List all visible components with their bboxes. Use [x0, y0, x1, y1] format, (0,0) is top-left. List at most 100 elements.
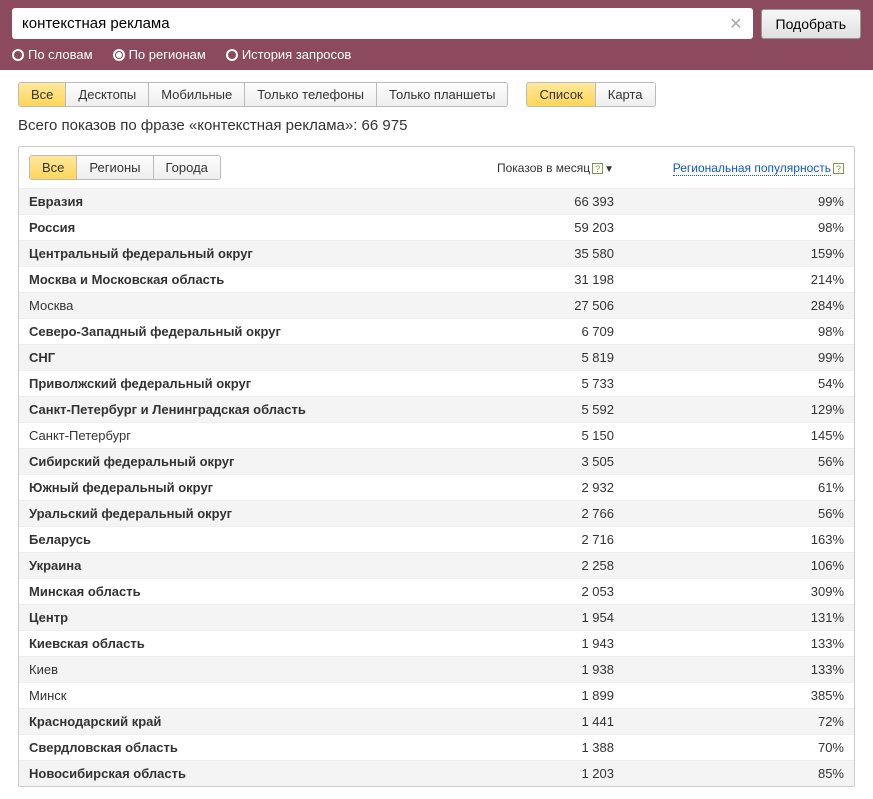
view-tab[interactable]: Список [527, 83, 595, 106]
device-tab[interactable]: Десктопы [66, 83, 149, 106]
impressions-cell: 2 766 [454, 506, 614, 521]
impressions-cell: 6 709 [454, 324, 614, 339]
region-cell: Уральский федеральный округ [29, 506, 454, 521]
column-header-impressions[interactable]: Показов в месяц?▼ [454, 161, 614, 175]
results-panel: ВсеРегионыГорода Показов в месяц?▼ Регио… [18, 146, 855, 787]
search-input-wrap: ✕ [12, 8, 753, 39]
popularity-cell: 106% [614, 558, 844, 573]
column-header-popularity[interactable]: Региональная популярность? [614, 161, 844, 175]
popularity-cell: 56% [614, 454, 844, 469]
radio-option[interactable]: История запросов [226, 47, 352, 62]
popularity-cell: 385% [614, 688, 844, 703]
submit-button[interactable]: Подобрать [761, 9, 862, 39]
popularity-cell: 131% [614, 610, 844, 625]
search-input[interactable] [12, 8, 719, 39]
table-row: Новосибирская область1 20385% [19, 760, 854, 786]
view-tabs: СписокКарта [526, 82, 655, 107]
table-row: Северо-Западный федеральный округ6 70998… [19, 318, 854, 344]
radio-icon [226, 49, 238, 61]
popularity-cell: 133% [614, 636, 844, 651]
device-tab[interactable]: Мобильные [149, 83, 245, 106]
radio-icon [12, 49, 24, 61]
impressions-cell: 1 899 [454, 688, 614, 703]
popularity-cell: 145% [614, 428, 844, 443]
region-cell: Сибирский федеральный округ [29, 454, 454, 469]
impressions-cell: 2 716 [454, 532, 614, 547]
impressions-cell: 35 580 [454, 246, 614, 261]
region-cell: Северо-Западный федеральный округ [29, 324, 454, 339]
region-cell: Киев [29, 662, 454, 677]
table-row: Москва27 506284% [19, 292, 854, 318]
table-row: Уральский федеральный округ2 76656% [19, 500, 854, 526]
table-row: СНГ5 81999% [19, 344, 854, 370]
table-row: Киевская область1 943133% [19, 630, 854, 656]
popularity-cell: 98% [614, 324, 844, 339]
region-cell: Евразия [29, 194, 454, 209]
impressions-cell: 1 954 [454, 610, 614, 625]
table-row: Минская область2 053309% [19, 578, 854, 604]
summary-text: Всего показов по фразе «контекстная рекл… [18, 117, 855, 134]
table-row: Минск1 899385% [19, 682, 854, 708]
radio-label: По регионам [129, 47, 206, 62]
region-cell: Санкт-Петербург [29, 428, 454, 443]
region-cell: Южный федеральный округ [29, 480, 454, 495]
impressions-cell: 1 938 [454, 662, 614, 677]
table-row: Южный федеральный округ2 93261% [19, 474, 854, 500]
impressions-cell: 27 506 [454, 298, 614, 313]
popularity-cell: 85% [614, 766, 844, 781]
impressions-cell: 5 819 [454, 350, 614, 365]
clear-icon[interactable]: ✕ [719, 14, 752, 34]
popularity-cell: 54% [614, 376, 844, 391]
impressions-cell: 3 505 [454, 454, 614, 469]
table-row: Санкт-Петербург5 150145% [19, 422, 854, 448]
popularity-cell: 163% [614, 532, 844, 547]
table-row: Санкт-Петербург и Ленинградская область5… [19, 396, 854, 422]
table-row: Приволжский федеральный округ5 73354% [19, 370, 854, 396]
sort-arrow-icon: ▼ [604, 164, 614, 175]
popularity-cell: 99% [614, 350, 844, 365]
search-bar: ✕ Подобрать По словам По регионам История … [0, 0, 873, 70]
radio-label: История запросов [242, 47, 352, 62]
radio-option[interactable]: По регионам [113, 47, 206, 62]
region-cell: Москва и Московская область [29, 272, 454, 287]
region-cell: Приволжский федеральный округ [29, 376, 454, 391]
type-tab[interactable]: Города [154, 156, 220, 179]
region-cell: Украина [29, 558, 454, 573]
region-cell: Беларусь [29, 532, 454, 547]
popularity-cell: 72% [614, 714, 844, 729]
impressions-cell: 2 932 [454, 480, 614, 495]
type-tabs: ВсеРегионыГорода [29, 155, 221, 180]
popularity-cell: 284% [614, 298, 844, 313]
help-icon[interactable]: ? [592, 163, 603, 174]
table-row: Центральный федеральный округ35 580159% [19, 240, 854, 266]
popularity-cell: 98% [614, 220, 844, 235]
table-row: Беларусь2 716163% [19, 526, 854, 552]
type-tab[interactable]: Регионы [77, 156, 153, 179]
device-tab[interactable]: Только телефоны [245, 83, 377, 106]
popularity-cell: 56% [614, 506, 844, 521]
results-table: Евразия66 39399%Россия59 20398%Центральн… [19, 188, 854, 786]
radio-option[interactable]: По словам [12, 47, 93, 62]
table-row: Сибирский федеральный округ3 50556% [19, 448, 854, 474]
impressions-cell: 2 258 [454, 558, 614, 573]
region-cell: Центральный федеральный округ [29, 246, 454, 261]
popularity-cell: 214% [614, 272, 844, 287]
device-tab[interactable]: Все [19, 83, 66, 106]
impressions-cell: 59 203 [454, 220, 614, 235]
device-tab[interactable]: Только планшеты [377, 83, 507, 106]
table-row: Краснодарский край1 44172% [19, 708, 854, 734]
impressions-cell: 5 733 [454, 376, 614, 391]
popularity-cell: 129% [614, 402, 844, 417]
table-row: Евразия66 39399% [19, 188, 854, 214]
radio-icon [113, 49, 125, 61]
popularity-cell: 159% [614, 246, 844, 261]
table-row: Центр1 954131% [19, 604, 854, 630]
table-row: Украина2 258106% [19, 552, 854, 578]
device-tabs: ВсеДесктопыМобильныеТолько телефоныТольк… [18, 82, 508, 107]
help-icon[interactable]: ? [833, 163, 844, 174]
region-cell: Россия [29, 220, 454, 235]
impressions-cell: 1 441 [454, 714, 614, 729]
type-tab[interactable]: Все [30, 156, 77, 179]
view-tab[interactable]: Карта [596, 83, 655, 106]
popularity-cell: 70% [614, 740, 844, 755]
